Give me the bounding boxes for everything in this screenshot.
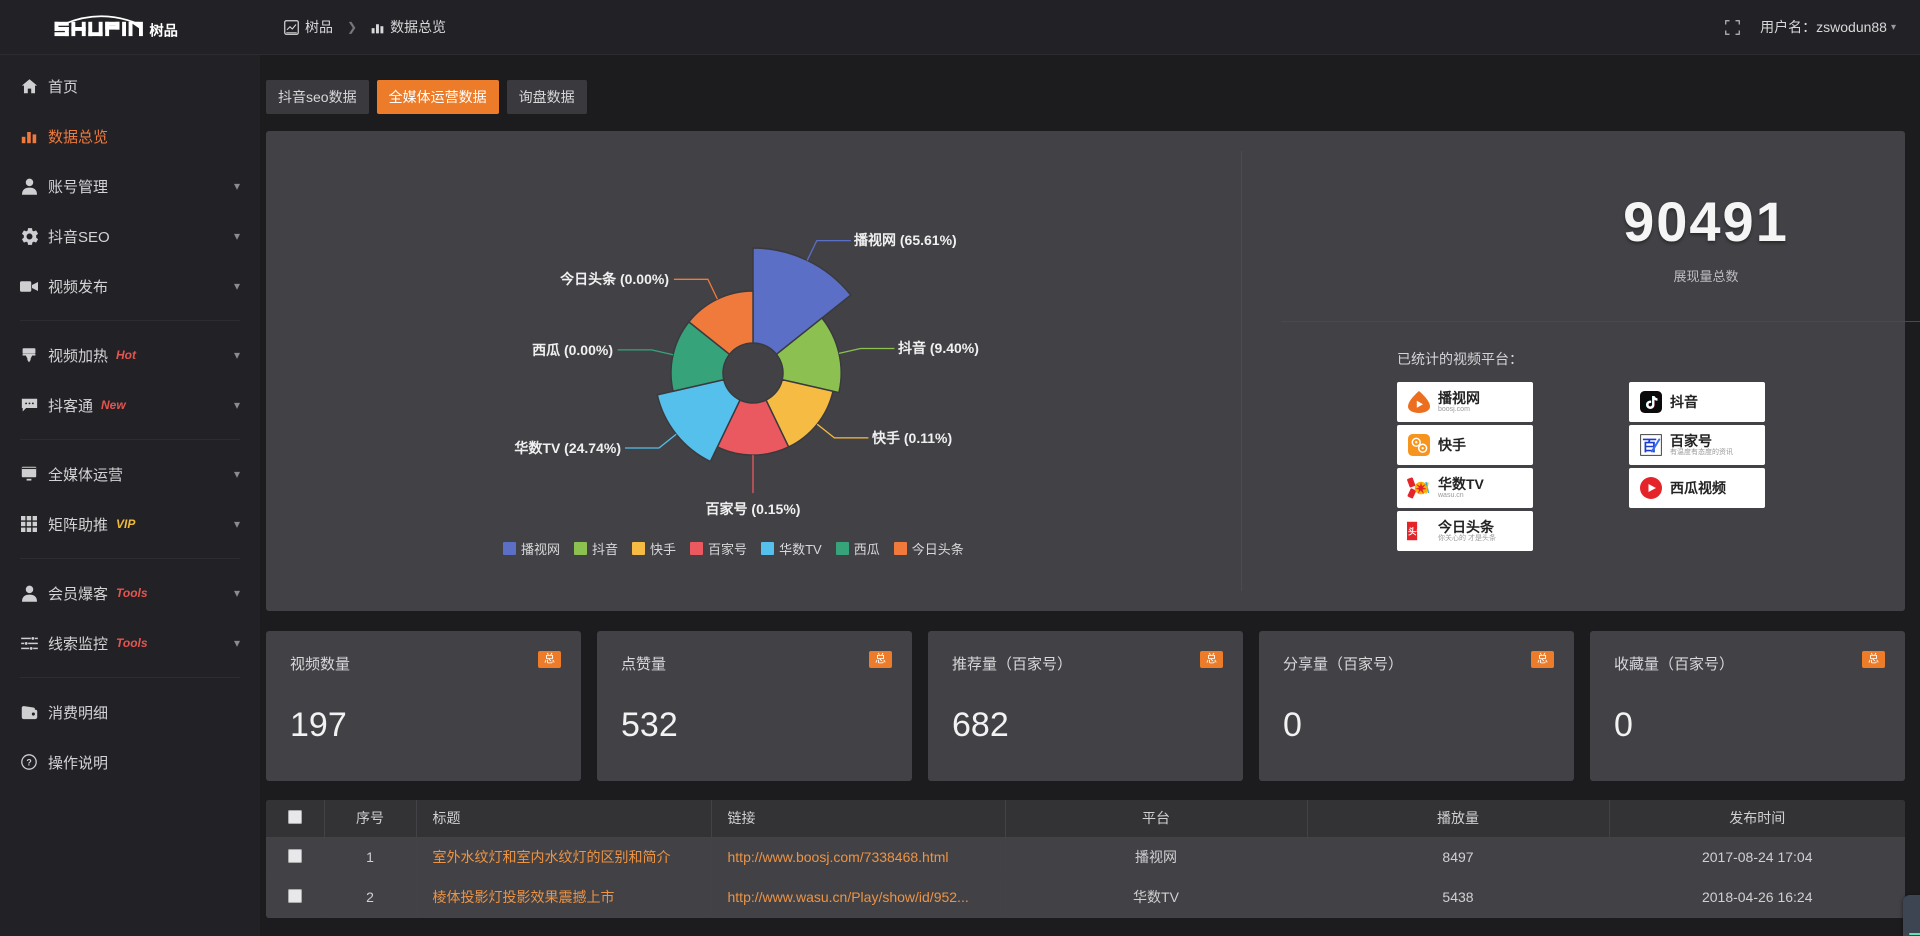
svg-text:?: ? — [26, 758, 31, 768]
svg-text:树品: 树品 — [149, 21, 178, 39]
svg-text:头条: 头条 — [1408, 527, 1425, 537]
